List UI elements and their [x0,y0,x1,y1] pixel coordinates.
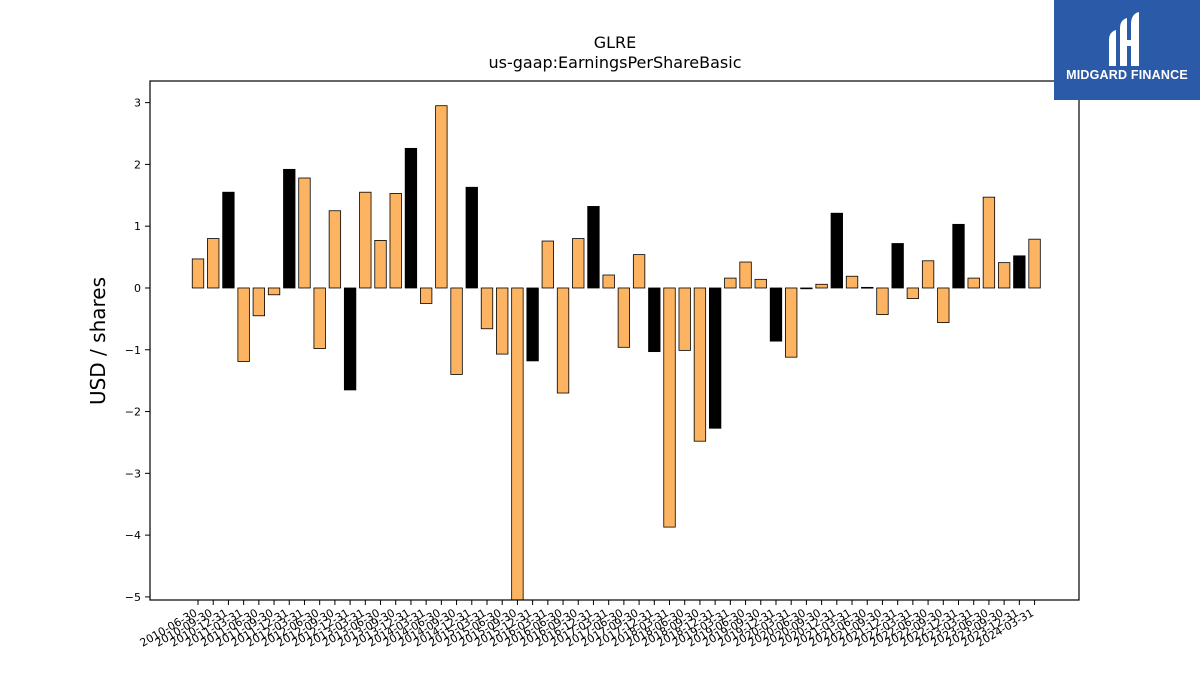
bar-2018-12-31 [708,287,722,429]
bar-2018-09-30 [693,287,707,442]
bar-2021-12-31 [891,243,904,289]
midgard-m-logo-icon [1109,12,1139,66]
bar-2020-09-30 [815,283,828,289]
bar-2013-03-31 [359,191,372,289]
y-axis-label: USD / shares [86,277,110,405]
bar-2012-12-31 [343,287,357,391]
bar-2022-06-30 [921,260,935,289]
bar-2014-03-31 [419,287,433,304]
bar-2016-06-30 [556,287,570,394]
y-tick-label: −2 [125,406,141,419]
bar-2023-09-30 [997,262,1011,289]
bar-2011-09-30 [267,287,281,296]
bar-2019-06-30 [739,261,752,289]
bar-2020-06-30 [800,287,813,290]
bar-2022-09-30 [937,287,950,323]
bar-2016-12-31 [587,206,600,289]
chart-subtitle: us-gaap:EarningsPerShareBasic [488,53,741,72]
y-tick-label: −1 [125,344,141,357]
y-tick-label: 3 [134,97,141,110]
bar-2010-09-30 [207,238,220,289]
bar-2013-09-30 [389,193,402,289]
bar-2011-12-31 [283,168,296,289]
y-tick-label: −4 [125,529,141,542]
bar-2021-09-30 [876,287,889,315]
bar-2011-06-30 [252,287,265,317]
y-tick-label: −5 [125,591,141,604]
bar-2016-09-30 [572,238,585,289]
bar-2024-03-31 [1028,238,1041,289]
chart-title: GLRE [594,33,637,52]
bar-2019-12-31 [769,287,783,342]
y-tick-label: −3 [125,467,141,480]
brand-name: MIDGARD FINANCE [1066,68,1188,82]
bar-2022-12-31 [952,223,965,289]
bar-2016-03-31 [541,240,554,289]
bar-2014-09-30 [450,287,463,375]
bar-2010-12-31 [222,191,235,289]
bar-2023-12-31 [1013,255,1026,289]
bar-2015-06-30 [496,287,509,355]
bar-2013-12-31 [404,147,418,289]
bars-group [191,105,1041,601]
bar-2018-03-31 [663,287,676,528]
bar-2017-12-31 [648,287,661,353]
bar-2021-06-30 [861,286,874,289]
bar-2019-09-30 [754,278,767,289]
y-tick-label: 2 [134,158,141,171]
x-ticks: 2010-06-302010-09-302010-12-312011-03-31… [138,600,1036,650]
bar-2012-03-31 [298,177,311,289]
bar-2021-03-31 [845,275,859,289]
bar-2017-06-30 [617,287,631,348]
bar-2014-12-31 [465,186,478,289]
plot-frame [149,80,1080,601]
bar-2023-03-31 [967,277,980,289]
brand-logo: MIDGARD FINANCE [1054,0,1200,100]
bar-2023-06-30 [982,196,996,289]
y-ticks: −5 −4 −3 −2 −1 0 1 2 3 [125,97,150,604]
bar-2012-06-30 [313,287,326,349]
bar-2020-03-31 [785,287,798,358]
bar-2018-06-30 [678,287,691,351]
bar-2010-06-30 [191,258,205,289]
bar-2017-09-30 [632,254,646,289]
bar-2012-09-30 [328,210,342,289]
y-tick-label: 1 [134,220,141,233]
bar-2011-03-31 [237,287,250,362]
bar-2015-12-31 [526,287,539,362]
bar-2022-03-31 [906,287,920,299]
bar-2019-03-31 [724,277,737,289]
bar-2015-03-31 [480,287,494,330]
bar-2014-06-30 [435,105,448,289]
y-tick-label: 0 [134,282,141,295]
bar-2015-09-30 [511,287,524,601]
bar-2020-12-31 [830,212,843,289]
bar-2013-06-30 [374,240,387,289]
bar-2017-03-31 [602,274,615,289]
